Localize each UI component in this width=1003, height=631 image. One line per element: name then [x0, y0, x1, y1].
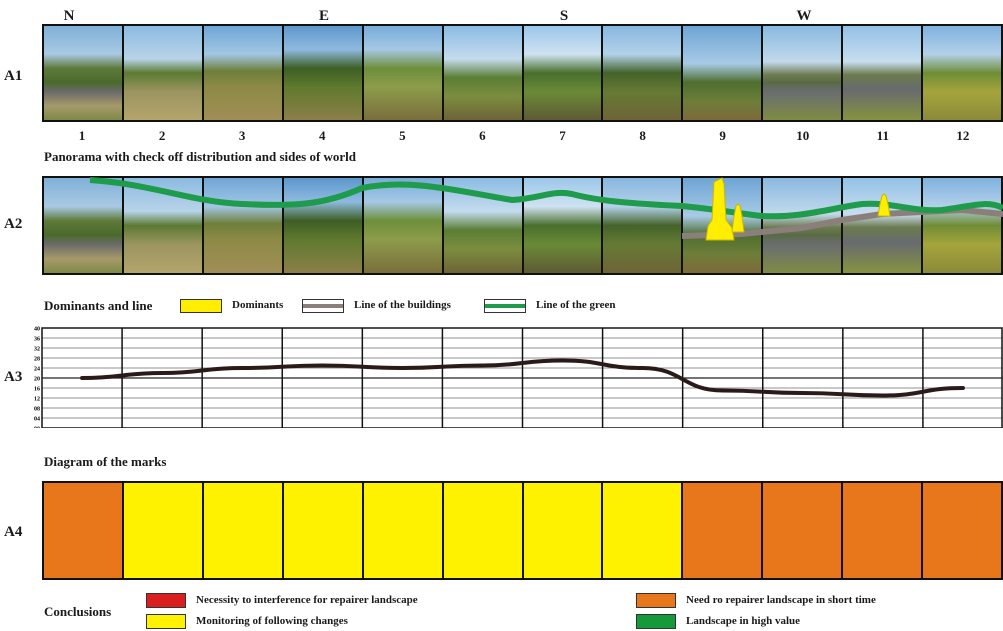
y-tick-label: 36 [34, 337, 40, 343]
panorama-photo [843, 26, 924, 120]
conclusion-swatch-orange [636, 593, 676, 608]
conclusion-swatch-red [146, 593, 186, 608]
y-tick-label: 04 [34, 417, 40, 423]
y-tick-label: 12 [34, 397, 40, 403]
panorama-photo [763, 26, 844, 120]
panorama-photo [603, 178, 684, 273]
panorama-photo [843, 178, 924, 273]
value-series-line [80, 358, 965, 398]
column-number: 6 [479, 128, 486, 143]
panorama-photo [923, 26, 1001, 120]
column-number: 9 [719, 128, 726, 143]
mark-cell [363, 483, 444, 578]
panorama-photo [683, 26, 764, 120]
conclusion-swatch-green [636, 614, 676, 629]
column-number: 3 [238, 128, 246, 143]
column-number: 7 [559, 128, 566, 143]
panorama-photo [603, 26, 684, 120]
y-tick-label: 32 [34, 347, 40, 353]
y-tick-label: 24 [34, 367, 40, 373]
legend-swatch-buildings [302, 299, 344, 313]
direction-east: E [318, 8, 329, 24]
panorama-photo [44, 26, 124, 120]
legend-swatch-green [484, 299, 526, 313]
y-tick-label: 20 [34, 377, 40, 383]
column-number: 2 [158, 128, 166, 143]
mark-cell [683, 483, 764, 578]
dominant-shape [731, 203, 745, 233]
column-number: 8 [639, 128, 646, 143]
row-label-a2: A2 [4, 216, 23, 232]
column-number: 12 [956, 128, 970, 143]
dominant-shape [705, 177, 735, 241]
panorama-strip-a1 [42, 24, 1003, 122]
legend-swatch-dominants [180, 299, 222, 313]
dominant-shape [877, 193, 891, 217]
mark-cell [763, 483, 844, 578]
value-line-chart: 40 36 32 28 24 20 16 12 08 04 00 [34, 327, 1003, 429]
column-number: 11 [876, 128, 889, 143]
panorama-photo [203, 178, 284, 273]
legend-label-green: Line of the green [536, 299, 616, 311]
mark-cell [443, 483, 524, 578]
conclusion-label-green: Landscape in high value [686, 615, 801, 627]
row-label-a1: A1 [4, 68, 23, 84]
column-number: 4 [319, 128, 326, 143]
column-number: 1 [78, 128, 86, 143]
mark-cell [923, 483, 1002, 578]
y-tick-label: 16 [34, 387, 40, 393]
panorama-photo [363, 26, 444, 120]
panorama-overlay [89, 177, 1003, 241]
panorama-photo [363, 178, 444, 273]
panorama-photo [44, 178, 124, 273]
mark-cell [123, 483, 204, 578]
y-tick-label: 00 [34, 427, 40, 429]
y-tick-label: 40 [34, 327, 40, 333]
panorama-photo [283, 26, 364, 120]
conclusion-swatch-yellow [146, 614, 186, 629]
mark-cell [283, 483, 364, 578]
panorama-strip-a2 [42, 176, 1003, 275]
panorama-caption: Panorama with check off distribution and… [44, 149, 357, 164]
conclusion-label-orange: Need ro repairer landscape in short time [686, 594, 876, 606]
conclusion-label-red: Necessity to interference for repairer l… [196, 594, 418, 606]
direction-north: N [63, 8, 75, 24]
green-line [89, 177, 1003, 220]
diagram-caption: Diagram of the marks [44, 454, 167, 469]
legend-label-buildings: Line of the buildings [354, 299, 451, 311]
panorama-photo [123, 26, 204, 120]
panorama-photo [203, 26, 284, 120]
row-label-a3: A3 [4, 369, 23, 385]
column-number: 5 [399, 128, 406, 143]
mark-cell [843, 483, 924, 578]
legend-title: Dominants and line [44, 298, 153, 313]
mark-cell [44, 483, 124, 578]
panorama-photo [443, 26, 524, 120]
mark-cell [523, 483, 604, 578]
y-tick-label: 28 [34, 357, 40, 363]
conclusion-label-yellow: Monitoring of following changes [196, 615, 348, 627]
panorama-photo [523, 26, 604, 120]
direction-south: S [559, 8, 569, 24]
mark-cell [603, 483, 684, 578]
panorama-photo [923, 178, 1001, 273]
column-number: 10 [796, 128, 810, 143]
conclusions-title: Conclusions [44, 604, 112, 619]
row-label-a4: A4 [4, 524, 23, 540]
y-tick-label: 08 [34, 407, 40, 413]
direction-west: W [796, 8, 812, 24]
marks-diagram [42, 481, 1003, 580]
mark-cell [203, 483, 284, 578]
legend-label-dominants: Dominants [232, 299, 284, 311]
